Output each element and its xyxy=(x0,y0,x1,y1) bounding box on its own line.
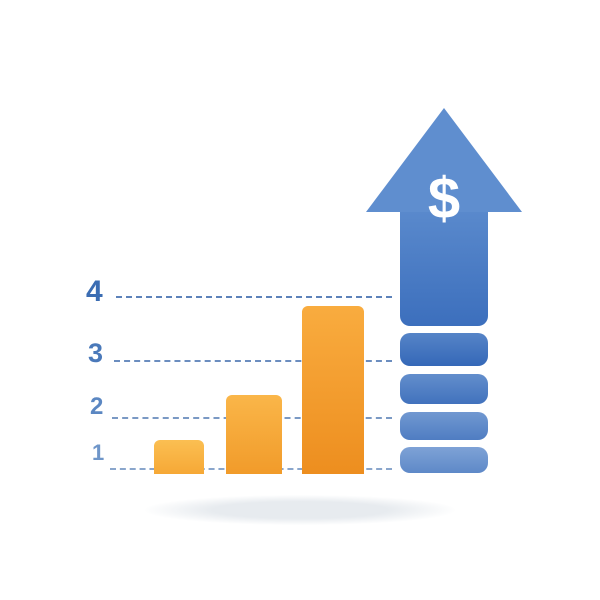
axis-label-1: 1 xyxy=(92,440,104,466)
bar-3 xyxy=(302,306,364,474)
axis-label-4: 4 xyxy=(86,275,103,309)
bar-2 xyxy=(226,395,282,474)
bar-1 xyxy=(154,440,204,474)
arrow-segment-1 xyxy=(400,447,488,473)
axis-label-2: 2 xyxy=(90,393,103,421)
gridline-4 xyxy=(116,296,392,298)
arrow-segment-2 xyxy=(400,412,488,440)
ground-shadow xyxy=(145,495,455,525)
arrow-segment-3 xyxy=(400,374,488,404)
arrow-segment-4 xyxy=(400,333,488,366)
dollar-icon: $ xyxy=(418,165,470,232)
axis-label-3: 3 xyxy=(88,338,103,369)
growth-chart-infographic: { "canvas": { "width": 600, "height": 60… xyxy=(0,0,600,600)
